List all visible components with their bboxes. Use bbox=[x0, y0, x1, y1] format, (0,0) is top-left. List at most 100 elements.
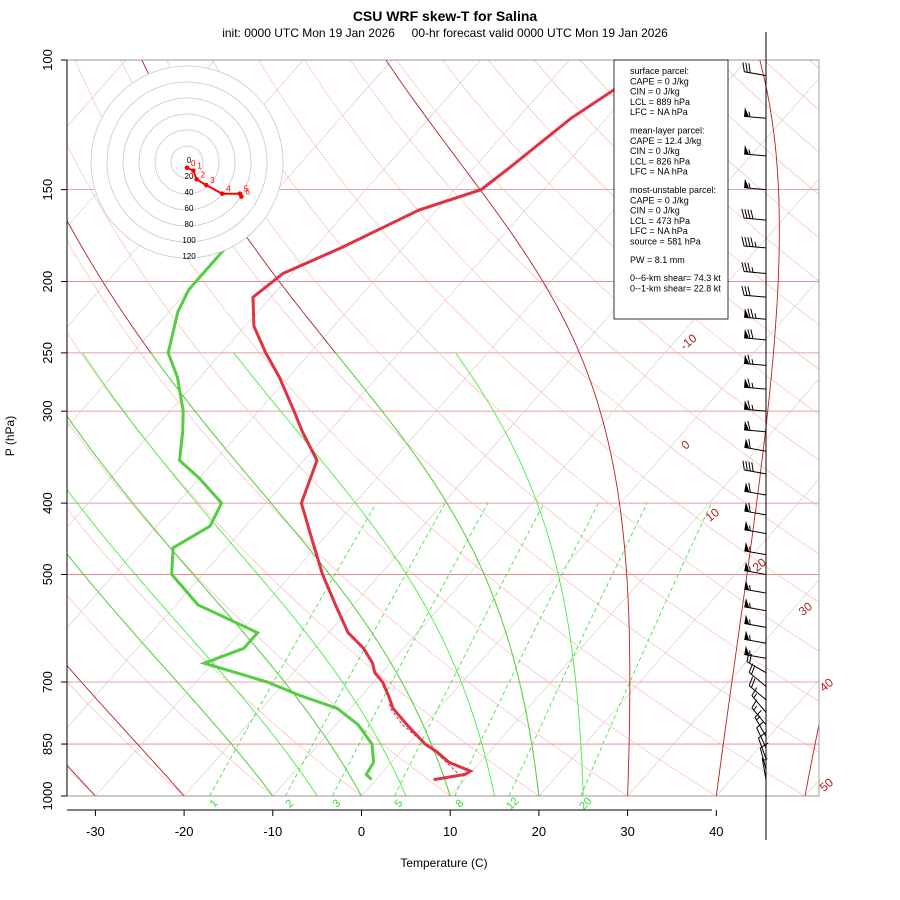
hodograph-ring-label: 80 bbox=[185, 220, 194, 229]
saturated-adiabat bbox=[82, 352, 407, 796]
wind-barb bbox=[742, 460, 767, 475]
wind-barb bbox=[744, 614, 767, 628]
hodograph-point-label: 4 bbox=[226, 185, 231, 194]
hodograph-point-label: 0 bbox=[191, 159, 196, 168]
isotherm-label: 40 bbox=[817, 675, 836, 695]
info-line: 0--1-km shear= 22.8 kt bbox=[630, 283, 721, 293]
wind-barb bbox=[746, 652, 767, 674]
y-tick-label: 250 bbox=[40, 342, 55, 364]
mixing-ratio-line bbox=[332, 502, 489, 796]
isotherm-line bbox=[716, 679, 819, 796]
mixing-ratio-line bbox=[580, 502, 712, 796]
x-tick-label: 0 bbox=[358, 824, 365, 839]
isotherm-line bbox=[67, 60, 393, 428]
isotherm-label: 50 bbox=[817, 775, 836, 795]
wind-barb bbox=[744, 420, 767, 433]
hodograph-ring-label: 40 bbox=[185, 188, 194, 197]
hodograph: 0 20 40 60 80 100 120 0 123 4 56 bbox=[90, 65, 284, 261]
hodograph-ring-label: 100 bbox=[182, 236, 196, 245]
saturated-adiabat bbox=[67, 489, 318, 796]
dry-adiabat bbox=[67, 239, 629, 796]
hodograph-point bbox=[219, 191, 225, 196]
wind-barb bbox=[742, 62, 767, 77]
isotherm-line bbox=[538, 479, 819, 796]
mixing-ratio-label: 8 bbox=[453, 797, 466, 810]
wind-barb bbox=[751, 687, 767, 713]
info-line: CIN = 0 J/kg bbox=[630, 87, 680, 97]
info-line: CIN = 0 J/kg bbox=[630, 206, 680, 216]
wind-barb bbox=[744, 597, 767, 612]
isotherm-label: 0 bbox=[678, 437, 692, 452]
wind-barb bbox=[744, 482, 767, 496]
hodograph-point bbox=[184, 165, 190, 171]
parcel-trace bbox=[382, 686, 458, 774]
dry-adiabat bbox=[258, 60, 819, 603]
y-tick-label: 300 bbox=[40, 400, 55, 422]
saturated-adiabat bbox=[233, 352, 495, 796]
isotherm-label: -10 bbox=[677, 331, 700, 353]
mixing-ratio-line bbox=[209, 502, 377, 796]
wind-barb bbox=[744, 580, 767, 594]
x-axis-label: Temperature (C) bbox=[400, 856, 487, 870]
hodograph-point-label: 2 bbox=[201, 170, 206, 179]
wind-barb bbox=[741, 236, 767, 249]
dewpoint-trace bbox=[166, 218, 376, 781]
mixing-ratio-label: 3 bbox=[330, 797, 343, 810]
mixing-ratio-line bbox=[285, 502, 446, 796]
dry-adiabat bbox=[809, 60, 819, 69]
y-tick-label: 700 bbox=[40, 671, 55, 693]
wind-barb bbox=[744, 354, 767, 366]
info-line: LCL = 826 hPa bbox=[630, 156, 690, 166]
info-line: 0--6-km shear= 74.3 kt bbox=[630, 273, 721, 283]
x-tick-label: 30 bbox=[620, 824, 634, 839]
moist-adiabat bbox=[385, 60, 631, 796]
info-line: CAPE = 0 J/kg bbox=[630, 195, 689, 205]
info-line: CAPE = 0 J/kg bbox=[630, 76, 689, 86]
wind-barb bbox=[744, 630, 767, 644]
wind-barb bbox=[744, 438, 767, 452]
wind-barb bbox=[744, 400, 767, 412]
hodograph-point bbox=[191, 168, 196, 173]
moist-adiabat bbox=[715, 60, 780, 796]
wind-barb bbox=[756, 720, 767, 749]
wind-barb bbox=[744, 520, 767, 535]
mixing-ratio-label: 1 bbox=[207, 797, 220, 810]
hodograph-ring-label: 120 bbox=[182, 252, 196, 261]
hodograph-point-label: 1 bbox=[197, 162, 202, 171]
info-line: PW = 8.1 mm bbox=[630, 255, 685, 265]
y-tick-label: 1000 bbox=[40, 782, 55, 811]
x-tick-label: -10 bbox=[263, 824, 282, 839]
wind-barb bbox=[744, 107, 767, 119]
info-line: LFC = NA hPa bbox=[630, 107, 688, 117]
info-line: source = 581 hPa bbox=[630, 237, 701, 247]
wind-barb bbox=[741, 208, 767, 221]
hodograph-point-label: 3 bbox=[210, 176, 215, 185]
wind-barb bbox=[744, 502, 767, 516]
dry-adiabat bbox=[67, 508, 362, 796]
wind-barb bbox=[761, 757, 768, 780]
isotherm-line bbox=[627, 579, 819, 796]
isotherm-line bbox=[67, 60, 659, 729]
hodograph-point bbox=[239, 194, 244, 199]
isotherm-line bbox=[272, 178, 819, 796]
wind-barb-column bbox=[741, 32, 769, 840]
wind-barb bbox=[759, 742, 769, 770]
dry-adiabat bbox=[349, 60, 819, 508]
saturated-adiabat bbox=[335, 352, 540, 796]
isotherm-line bbox=[449, 378, 819, 796]
hodograph-ring-label: 60 bbox=[185, 204, 194, 213]
hodograph-ring bbox=[154, 129, 220, 195]
y-tick-label: 100 bbox=[40, 49, 55, 71]
hodograph-ring bbox=[122, 97, 252, 227]
plot-lines bbox=[67, 26, 900, 811]
hodograph-ring bbox=[170, 145, 204, 179]
dry-adiabat bbox=[67, 420, 451, 796]
info-line: LCL = 473 hPa bbox=[630, 216, 690, 226]
dry-adiabat bbox=[67, 681, 185, 796]
dry-adiabat bbox=[818, 26, 900, 811]
hodograph-ring bbox=[106, 81, 268, 243]
hodograph-ring-label: 0 bbox=[187, 156, 192, 165]
chart-subtitle: init: 0000 UTC Mon 19 Jan 2026 00-hr for… bbox=[222, 26, 668, 40]
